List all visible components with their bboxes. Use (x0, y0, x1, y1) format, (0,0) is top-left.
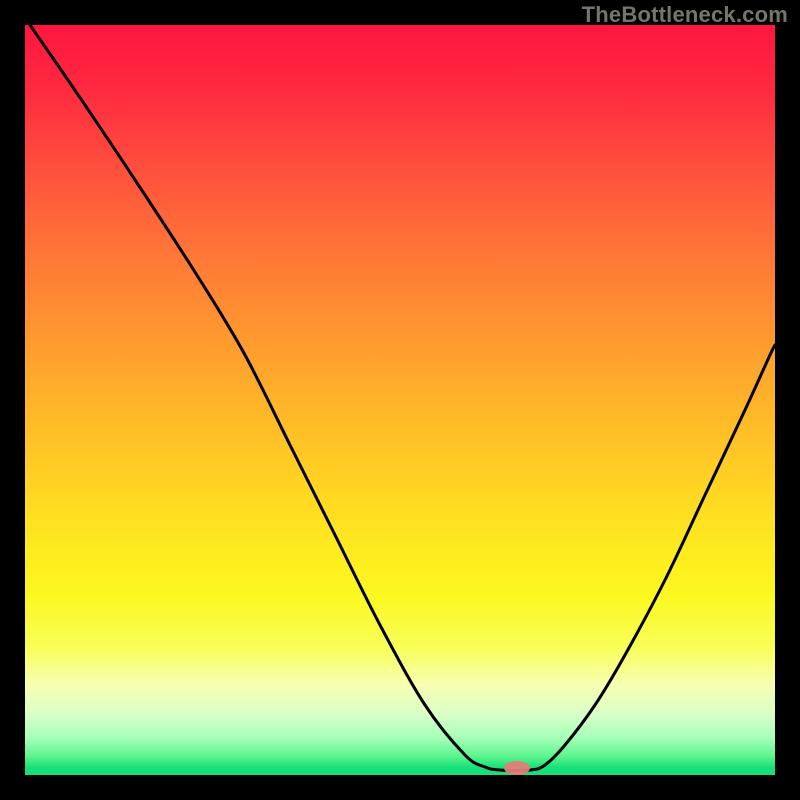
optimum-marker (504, 761, 530, 775)
bottleneck-chart (25, 25, 775, 775)
chart-frame: TheBottleneck.com (0, 0, 800, 800)
plot-area (25, 25, 775, 775)
